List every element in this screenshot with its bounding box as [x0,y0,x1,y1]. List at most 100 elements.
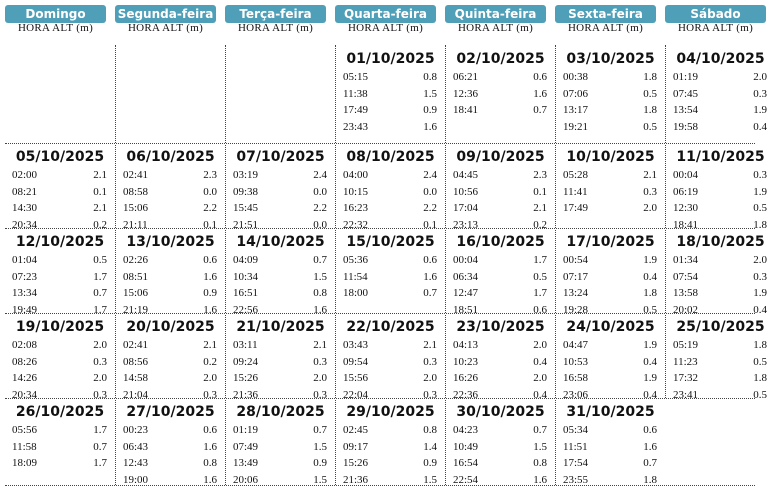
tide-time: 12:30 [673,202,699,214]
tide-height: 0.6 [533,71,547,83]
tide-height: 2.0 [643,202,657,214]
tide-row: 14:58 2.0 [116,372,225,389]
tide-time: 22:04 [343,388,369,401]
tide-row: 22:04 0.3 [336,389,445,406]
weekday-header: Segunda-feira [115,5,216,23]
tide-row: 02:45 0.8 [336,424,445,441]
tide-time: 02:45 [343,424,369,436]
tide-height: 1.6 [203,473,217,486]
tide-time: 09:38 [233,185,259,198]
tide-height: 1.6 [643,440,657,453]
tide-row: 16:54 0.8 [446,457,555,474]
tide-height: 2.0 [93,339,107,351]
column-subheader: HORA ALT (m) [567,22,644,34]
tide-height: 0.0 [313,185,327,198]
tide-time: 02:41 [123,169,149,181]
date: 21/10/2025 [236,319,325,335]
tide-height: 2.2 [423,202,437,214]
day-cell [115,45,225,143]
tide-height: 0.2 [533,218,547,231]
tide-row: 23:13 0.2 [446,219,555,236]
tide-time: 16:54 [453,457,479,469]
row-separator [5,398,755,399]
tide-time: 17:04 [453,202,479,214]
tide-row: 10:53 0.4 [556,356,665,373]
tide-time: 21:11 [123,218,148,231]
tide-row: 10:23 0.4 [446,356,555,373]
tide-time: 00:04 [673,169,699,181]
tide-row: 21:11 0.1 [116,219,225,236]
tide-height: 0.3 [753,270,767,283]
tide-height: 0.8 [203,457,217,469]
tide-height: 0.5 [753,388,767,401]
date: 27/10/2025 [126,404,215,420]
tide-time: 02:08 [12,339,38,351]
tide-time: 15:45 [233,202,259,214]
day-cell: 25/10/2025 05:19 1.8 11:23 0.5 17:32 1.8 23:41 0… [665,315,772,401]
tide-row: 11:23 0.5 [666,356,772,373]
tide-height: 0.9 [423,457,437,469]
tide-time: 22:54 [453,473,479,486]
tide-height: 1.6 [203,270,217,283]
date: 12/10/2025 [15,234,105,250]
tide-height: 0.6 [203,424,217,436]
tide-time: 19:49 [12,303,38,316]
tide-height: 0.7 [533,424,547,436]
date: 22/10/2025 [346,319,435,335]
tide-height: 2.1 [533,202,547,214]
tide-row: 20:06 1.5 [226,474,335,491]
tide-row: 07:17 0.4 [556,271,665,288]
tide-time: 03:19 [233,169,259,181]
tide-height: 0.5 [643,303,657,316]
day-cell: 16/10/2025 00:04 1.7 06:34 0.5 12:47 1.7 18:51 0… [445,230,555,316]
tide-height: 0.9 [423,104,437,116]
date: 20/10/2025 [126,319,215,335]
tide-row: 05:15 0.8 [336,71,445,88]
tide-height: 1.8 [643,287,657,299]
tide-row: 05:19 1.8 [666,339,772,356]
tide-time: 09:17 [343,440,369,453]
tide-time: 10:49 [453,440,479,453]
tide-row: 22:36 0.4 [446,389,555,406]
tide-time: 11:23 [673,355,698,368]
tide-height: 0.7 [643,457,657,469]
tide-time: 16:23 [343,202,369,214]
tide-row: 19:28 0.5 [556,304,665,321]
tide-row: 01:04 0.5 [5,254,115,271]
tide-time: 23:55 [563,473,589,486]
tide-row: 02:08 2.0 [5,339,115,356]
tide-row: 20:34 0.3 [5,389,115,406]
tide-row: 17:49 0.9 [336,104,445,121]
date: 25/10/2025 [676,319,765,335]
tide-row: 11:41 0.3 [556,186,665,203]
date: 19/10/2025 [15,319,105,335]
tide-row: 10:49 1.5 [446,441,555,458]
tide-row: 18:51 0.6 [446,304,555,321]
tide-time: 15:26 [233,372,259,384]
tide-time: 18:09 [12,457,38,469]
tide-row: 08:51 1.6 [116,271,225,288]
day-cell: 31/10/2025 05:34 0.6 11:51 1.6 17:54 0.7 23:55 1… [555,400,665,486]
day-cell: 29/10/2025 02:45 0.8 09:17 1.4 15:26 0.9 21:36 1… [335,400,445,486]
tide-time: 22:32 [343,218,369,231]
tide-height: 0.6 [643,424,657,436]
tide-time: 12:36 [453,87,479,100]
tide-row: 07:45 0.3 [666,88,772,105]
tide-row: 22:54 1.6 [446,474,555,491]
tide-time: 20:02 [673,303,699,316]
date: 28/10/2025 [236,404,325,420]
tide-row: 08:26 0.3 [5,356,115,373]
tide-time: 02:41 [123,339,149,351]
tide-row: 16:58 1.9 [556,372,665,389]
day-cell: 21/10/2025 03:11 2.1 09:24 0.3 15:26 2.0 21:36 0… [225,315,335,401]
tide-height: 2.0 [313,372,327,384]
tide-row: 21:04 0.3 [116,389,225,406]
tide-time: 14:26 [12,372,38,384]
tide-row: 08:21 0.1 [5,186,115,203]
tide-height: 1.9 [643,254,657,266]
date: 26/10/2025 [15,404,105,420]
day-cell: 30/10/2025 04:23 0.7 10:49 1.5 16:54 0.8 22:54 1… [445,400,555,486]
tide-row: 17:04 2.1 [446,202,555,219]
tide-time: 21:36 [343,473,369,486]
tide-height: 0.5 [533,270,547,283]
